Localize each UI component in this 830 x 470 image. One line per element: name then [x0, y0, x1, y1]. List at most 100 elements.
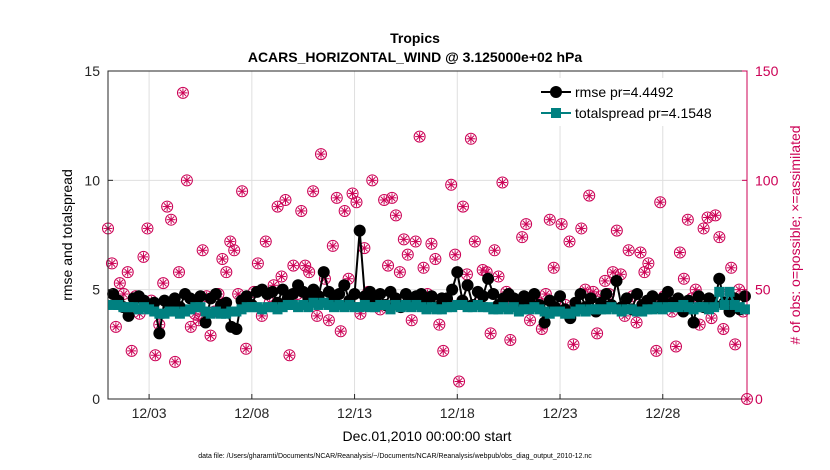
totalspread-point	[298, 299, 309, 310]
obs-possible-marker	[413, 130, 426, 143]
obs-possible-marker	[303, 266, 316, 279]
obs-possible-marker	[583, 189, 596, 202]
obs-possible-marker	[137, 250, 150, 263]
obs-possible-marker	[240, 342, 253, 355]
obs-possible-marker	[311, 309, 324, 322]
totalspread-point	[642, 304, 653, 315]
totalspread-point	[323, 299, 334, 310]
totalspread-point	[601, 304, 612, 315]
obs-possible-marker	[283, 349, 296, 362]
obs-assimilated-marker	[178, 88, 188, 98]
obs-assimilated-marker	[426, 239, 436, 249]
rmse-point	[661, 285, 674, 298]
totalspread-point	[565, 308, 576, 319]
obs-assimilated-marker	[699, 223, 709, 233]
totalspread-point	[529, 302, 540, 313]
obs-assimilated-marker	[150, 350, 160, 360]
obs-assimilated-marker	[411, 237, 421, 247]
rmse-point	[153, 327, 166, 340]
obs-possible-marker	[453, 375, 466, 388]
obs-assimilated-marker	[549, 263, 559, 273]
legend-totalspread-marker	[551, 108, 561, 118]
obs-assimilated-marker	[107, 258, 117, 268]
obs-possible-marker	[196, 244, 209, 257]
obs-assimilated-marker	[462, 269, 472, 279]
rmse-point	[168, 292, 181, 305]
totalspread-point	[662, 302, 673, 313]
y-left-tick-label: 15	[84, 63, 100, 79]
obs-assimilated-marker	[671, 342, 681, 352]
obs-possible-marker	[670, 340, 682, 353]
totalspread-point	[385, 304, 396, 315]
rmse-point	[122, 309, 135, 322]
totalspread-point	[154, 308, 165, 319]
legend-box	[538, 78, 743, 126]
totalspread-point	[221, 308, 232, 319]
totalspread-point	[739, 304, 750, 315]
x-tick-label: 12/23	[543, 405, 578, 421]
totalspread-point	[472, 299, 483, 310]
obs-possible-marker	[429, 253, 442, 266]
totalspread-point	[241, 302, 252, 313]
obs-possible-marker	[677, 272, 690, 285]
totalspread-point	[246, 302, 257, 313]
obs-assimilated-marker	[639, 267, 649, 277]
totalspread-point	[575, 304, 586, 315]
totalspread-point	[580, 306, 591, 317]
totalspread-point	[226, 306, 237, 317]
totalspread-point	[318, 297, 329, 308]
obs-assimilated-marker	[217, 254, 227, 264]
rmse-point	[209, 288, 222, 301]
totalspread-point	[447, 302, 458, 313]
obs-assimilated-marker	[446, 180, 456, 190]
totalspread-point	[390, 299, 401, 310]
obs-possible-marker	[681, 213, 694, 226]
obs-assimilated-marker	[332, 193, 342, 203]
obs-possible-marker	[654, 196, 667, 209]
rmse-point	[554, 290, 567, 303]
obs-assimilated-marker	[730, 339, 740, 349]
obs-assimilated-marker	[565, 237, 574, 247]
obs-possible-marker	[180, 174, 193, 187]
totalspread-point	[128, 302, 139, 313]
obs-assimilated-marker	[632, 317, 642, 327]
obs-assimilated-marker	[206, 331, 216, 341]
obs-assimilated-marker	[525, 315, 535, 325]
rmse-point	[461, 279, 474, 292]
totalspread-point	[272, 304, 283, 315]
rmse-point	[538, 316, 551, 329]
totalspread-point	[729, 299, 740, 310]
totalspread-point	[231, 306, 242, 317]
rmse-point	[487, 288, 500, 301]
totalspread-point	[123, 302, 134, 313]
totalspread-point	[688, 304, 699, 315]
obs-possible-marker	[516, 231, 529, 244]
obs-possible-marker	[105, 257, 118, 270]
obs-assimilated-marker	[521, 219, 531, 229]
totalspread-point	[555, 306, 566, 317]
obs-possible-marker	[650, 344, 663, 357]
totalspread-point	[159, 308, 170, 319]
obs-possible-marker	[184, 320, 197, 333]
rmse-point	[199, 316, 212, 329]
obs-assimilated-marker	[158, 278, 168, 288]
obs-assimilated-marker	[115, 278, 125, 288]
obs-possible-marker	[622, 244, 635, 257]
totalspread-point	[477, 302, 488, 313]
totalspread-point	[329, 302, 340, 313]
obs-assimilated-marker	[359, 243, 369, 253]
obs-assimilated-marker	[300, 261, 310, 271]
obs-possible-marker	[125, 344, 138, 357]
rmse-point	[415, 288, 428, 301]
totalspread-point	[714, 286, 725, 297]
y-right-tick-label: 150	[755, 63, 779, 79]
obs-possible-marker	[488, 244, 501, 257]
totalspread-point	[483, 302, 494, 313]
obs-assimilated-marker	[237, 186, 247, 196]
legend-rmse-label: rmse pr=4.4492	[575, 84, 674, 100]
totalspread-point	[462, 302, 473, 313]
obs-possible-marker	[393, 266, 406, 279]
obs-possible-marker	[524, 314, 537, 327]
obs-possible-marker	[279, 194, 292, 207]
